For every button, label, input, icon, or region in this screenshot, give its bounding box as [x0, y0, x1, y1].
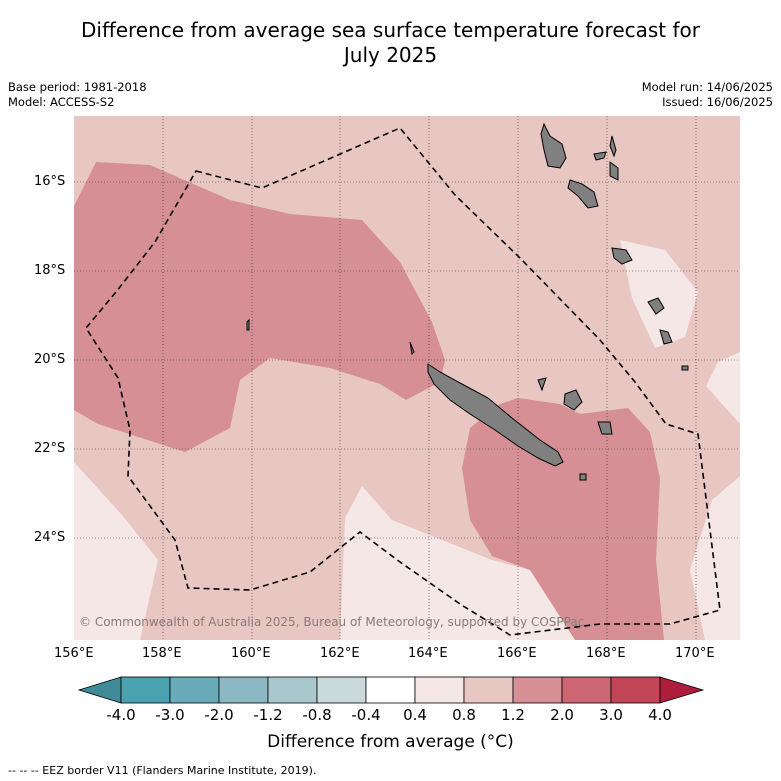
- lon-label-162e: 162°E: [320, 646, 360, 661]
- sst-band-0.4-0.8-se: [690, 476, 740, 640]
- colorbar-tick-label: 0.8: [452, 706, 476, 724]
- colorbar-extend-high: [659, 676, 705, 704]
- colorbar-segment: [120, 676, 171, 704]
- vanuatu-islet-3: [609, 161, 619, 181]
- issued-date: Issued: 16/06/2025: [662, 95, 773, 109]
- colorbar-segment: [512, 676, 563, 704]
- vanuatu-islet-2: [593, 151, 607, 161]
- lon-label-166e: 166°E: [497, 646, 537, 661]
- lon-label-170e: 170°E: [675, 646, 715, 661]
- copyright-notice: © Commonwealth of Australia 2025, Bureau…: [79, 615, 585, 629]
- vanuatu-erromango: [647, 297, 665, 315]
- colorbar-extend-low: [78, 676, 122, 704]
- sst-band-1.2-2.0-east: [462, 398, 664, 640]
- colorbar-tick-label: -1.2: [253, 706, 283, 724]
- loyalty-ouvea: [537, 377, 547, 392]
- sst-band-0.4-0.8-east: [706, 352, 740, 424]
- lat-label-22s: 22°S: [34, 441, 66, 456]
- colorbar-tick-label: -0.4: [351, 706, 381, 724]
- map-panel: [74, 116, 740, 640]
- isle-of-pines: [579, 473, 587, 481]
- lon-label-158e: 158°E: [142, 646, 182, 661]
- colorbar: [78, 676, 705, 704]
- colorbar-tick-label: 2.0: [550, 706, 574, 724]
- colorbar-segment: [316, 676, 367, 704]
- vanuatu-malekula: [567, 179, 599, 209]
- land-masses: [246, 122, 689, 481]
- sst-band-0.4-0.8-south: [340, 486, 575, 640]
- sst-band-0.4-0.8-ne: [620, 240, 698, 348]
- lat-label-24s: 24°S: [34, 530, 66, 545]
- colorbar-segment: [463, 676, 514, 704]
- lat-label-20s: 20°S: [34, 352, 66, 367]
- map-grid: [74, 116, 740, 640]
- belep-islet: [409, 341, 415, 356]
- model-run: Model run: 14/06/2025: [641, 80, 773, 94]
- meta-right: Model run: 14/06/2025 Issued: 16/06/2025: [642, 80, 773, 110]
- colorbar-segment: [365, 676, 416, 704]
- colorbar-segment: [218, 676, 269, 704]
- chesterfield-islet: [246, 318, 250, 331]
- vanuatu-espiritu-santo: [540, 122, 567, 169]
- south-vanuatu-islet: [681, 365, 689, 371]
- colorbar-tick-label: 3.0: [599, 706, 623, 724]
- sst-band-1.2-2.0-west: [74, 162, 445, 452]
- vanuatu-islet-1: [609, 135, 617, 158]
- eez-legend-footnote: -- -- -- EEZ border V11 (Flanders Marine…: [8, 764, 317, 777]
- eez-border: [85, 127, 721, 636]
- colorbar-segment: [610, 676, 661, 704]
- sst-band-0.4-0.8-sw: [74, 462, 158, 640]
- colorbar-tick-label: -4.0: [106, 706, 136, 724]
- base-period: Base period: 1981-2018: [8, 80, 147, 94]
- colorbar-segment: [414, 676, 465, 704]
- map-title: Difference from average sea surface temp…: [0, 18, 781, 68]
- loyalty-mare: [597, 421, 613, 435]
- title-line-1: Difference from average sea surface temp…: [80, 18, 700, 42]
- colorbar-tick-label: -2.0: [204, 706, 234, 724]
- new-caledonia-island: [427, 363, 564, 467]
- colorbar-tick-label: 4.0: [648, 706, 672, 724]
- colorbar-segment: [561, 676, 612, 704]
- lon-label-160e: 160°E: [231, 646, 271, 661]
- colorbar-tick-label: 1.2: [501, 706, 525, 724]
- colorbar-segment: [267, 676, 318, 704]
- lat-label-18s: 18°S: [34, 263, 66, 278]
- lat-label-16s: 16°S: [34, 174, 66, 189]
- lon-label-168e: 168°E: [586, 646, 626, 661]
- vanuatu-tanna: [659, 329, 673, 345]
- model-name: Model: ACCESS-S2: [8, 95, 115, 109]
- colorbar-tick-label: 0.4: [403, 706, 427, 724]
- loyalty-lifou: [563, 389, 583, 411]
- colorbar-segment: [169, 676, 220, 704]
- vanuatu-efate: [611, 247, 633, 265]
- colorbar-tick-label: -0.8: [302, 706, 332, 724]
- lon-label-156e: 156°E: [54, 646, 94, 661]
- colorbar-tick-label: -3.0: [155, 706, 185, 724]
- colorbar-title: Difference from average (°C): [267, 732, 514, 752]
- lon-label-164e: 164°E: [408, 646, 448, 661]
- meta-left: Base period: 1981-2018 Model: ACCESS-S2: [8, 80, 147, 110]
- title-line-2: July 2025: [343, 43, 438, 67]
